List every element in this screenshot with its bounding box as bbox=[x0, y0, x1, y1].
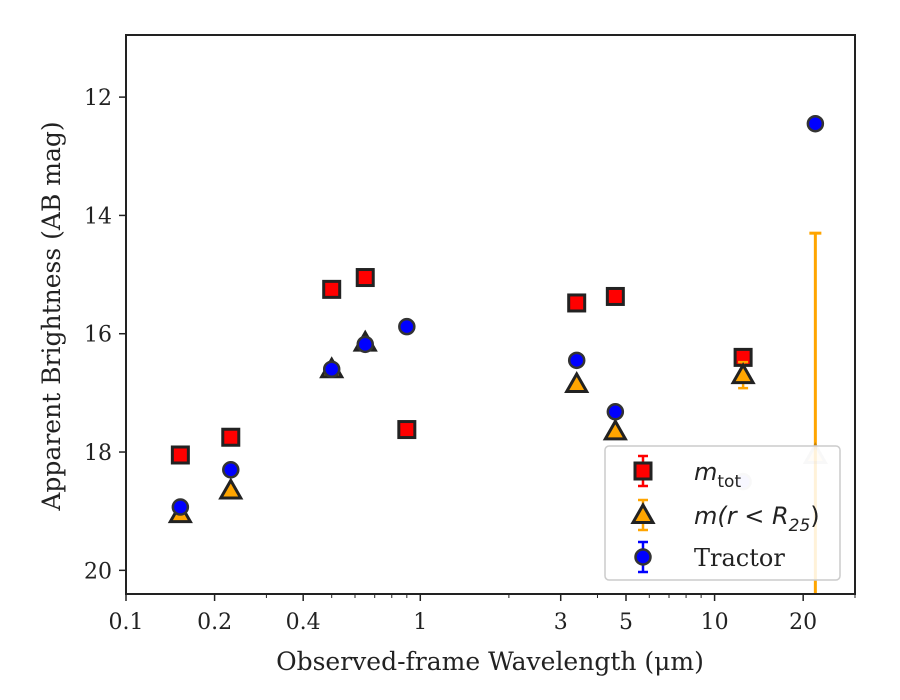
legend-marker-circle bbox=[634, 548, 652, 566]
legend-label-sub: tot bbox=[717, 472, 741, 492]
x-tick-label: 1 bbox=[413, 610, 427, 635]
legend-label-main: m(r < R bbox=[694, 502, 789, 530]
circle-point bbox=[171, 498, 190, 516]
legend-label: mtot bbox=[694, 458, 741, 492]
x-tick-label: 20 bbox=[789, 610, 817, 635]
circle-point bbox=[356, 335, 374, 354]
x-tick-label: 0.4 bbox=[286, 610, 321, 635]
square-point bbox=[355, 268, 375, 288]
legend-entry: m(r < R25) bbox=[630, 498, 820, 536]
circle-point bbox=[398, 317, 416, 336]
triangle-point bbox=[730, 362, 756, 385]
triangle-point bbox=[602, 418, 628, 441]
legend: mtot m(r < R25) Tractor bbox=[604, 445, 841, 581]
axis-ticks: 0.1 0.2 0.4 1 3 5 10 20 12 14 16 18 20 bbox=[84, 86, 856, 635]
square-point bbox=[221, 427, 241, 447]
legend-marker-triangle bbox=[630, 501, 656, 524]
legend-entry: Tractor bbox=[634, 540, 785, 574]
legend-label: m(r < R25) bbox=[694, 502, 820, 536]
legend-box bbox=[604, 445, 841, 581]
legend-marker-square bbox=[633, 461, 653, 481]
square-point bbox=[397, 420, 417, 440]
x-tick-label: 0.1 bbox=[109, 610, 144, 635]
y-axis-label: Apparent Brightness (AB mag) bbox=[37, 121, 66, 511]
square-point bbox=[322, 279, 342, 299]
legend-label-main: m bbox=[694, 458, 717, 486]
x-axis-label: Observed-frame Wavelength (μm) bbox=[276, 647, 704, 676]
y-tick-label: 20 bbox=[84, 559, 112, 584]
circle-point bbox=[806, 114, 825, 133]
y-tick-label: 18 bbox=[84, 441, 112, 466]
y-tick-label: 16 bbox=[84, 323, 112, 348]
square-point bbox=[605, 286, 625, 306]
y-tick-label: 12 bbox=[84, 86, 112, 111]
x-tick-label: 3 bbox=[554, 610, 568, 635]
square-point bbox=[567, 293, 587, 313]
square-point bbox=[170, 445, 190, 465]
circle-point bbox=[606, 403, 625, 421]
circle-point bbox=[567, 351, 586, 370]
x-tick-label: 0.2 bbox=[197, 610, 232, 635]
x-tick-label: 5 bbox=[619, 610, 633, 635]
y-tick-label: 14 bbox=[84, 204, 112, 229]
legend-label-tail: ) bbox=[810, 502, 819, 530]
legend-entry: mtot bbox=[633, 454, 741, 492]
series-square bbox=[170, 268, 753, 465]
circle-point bbox=[322, 360, 341, 378]
plot-frame bbox=[125, 34, 856, 595]
legend-label: Tractor bbox=[694, 544, 785, 572]
data-marks bbox=[167, 114, 828, 594]
circle-point bbox=[222, 461, 240, 479]
legend-label-sub: 25 bbox=[789, 516, 811, 536]
triangle-point bbox=[218, 477, 244, 500]
x-tick-label: 10 bbox=[701, 610, 729, 635]
triangle-point bbox=[564, 370, 590, 394]
